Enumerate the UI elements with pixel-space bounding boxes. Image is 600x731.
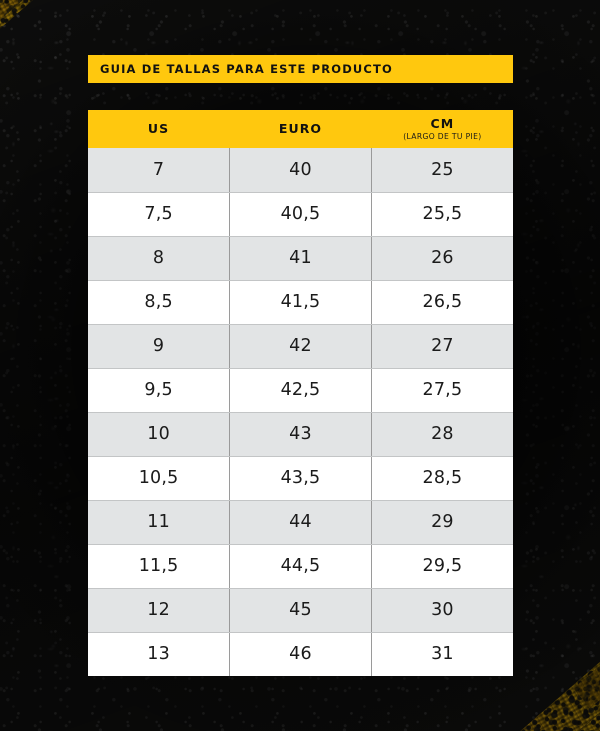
cell-cm: 25,5 — [371, 192, 513, 237]
cell-cm: 26 — [371, 236, 513, 281]
table-row: 7 40 25 — [88, 148, 513, 193]
cell-us: 11 — [88, 500, 231, 545]
cell-cm: 31 — [371, 632, 513, 676]
cell-us: 11,5 — [88, 544, 231, 589]
table-row: 11 44 29 — [88, 500, 513, 545]
size-chart-header: US EURO CM (LARGO DE TU PIE) — [88, 110, 513, 148]
column-header-cm: CM (LARGO DE TU PIE) — [371, 110, 513, 148]
table-row: 9,5 42,5 27,5 — [88, 368, 513, 413]
cell-cm: 29 — [371, 500, 513, 545]
cell-cm: 30 — [371, 588, 513, 633]
cell-euro: 41,5 — [229, 280, 372, 325]
table-row: 8 41 26 — [88, 236, 513, 281]
table-row: 10,5 43,5 28,5 — [88, 456, 513, 501]
cell-cm: 28 — [371, 412, 513, 457]
table-row: 10 43 28 — [88, 412, 513, 457]
table-row: 11,5 44,5 29,5 — [88, 544, 513, 589]
cell-euro: 43 — [229, 412, 372, 457]
cell-us: 7,5 — [88, 192, 231, 237]
column-header-euro-label: EURO — [278, 121, 323, 137]
size-chart-body: 7 40 25 7,5 40,5 25,5 8 41 26 8,5 41,5 26,5 9 42 27 9,5… — [88, 148, 513, 676]
cell-euro: 42 — [229, 324, 372, 369]
cell-cm: 25 — [371, 148, 513, 193]
cell-cm: 27 — [371, 324, 513, 369]
cell-us: 9 — [88, 324, 231, 369]
cell-cm: 29,5 — [371, 544, 513, 589]
cell-us: 9,5 — [88, 368, 231, 413]
table-row: 7,5 40,5 25,5 — [88, 192, 513, 237]
table-row: 8,5 41,5 26,5 — [88, 280, 513, 325]
table-header-row: US EURO CM (LARGO DE TU PIE) — [88, 110, 513, 148]
cell-us: 10 — [88, 412, 231, 457]
cell-euro: 44 — [229, 500, 372, 545]
cell-us: 7 — [88, 148, 231, 193]
cell-euro: 43,5 — [229, 456, 372, 501]
cell-us: 8,5 — [88, 280, 231, 325]
cell-us: 13 — [88, 632, 231, 676]
size-guide-title-banner: GUIA DE TALLAS PARA ESTE PRODUCTO — [88, 55, 513, 83]
cell-euro: 42,5 — [229, 368, 372, 413]
column-header-cm-label: CM — [430, 116, 455, 132]
cell-cm: 28,5 — [371, 456, 513, 501]
size-guide-card: GUIA DE TALLAS PARA ESTE PRODUCTO US EUR… — [88, 55, 513, 676]
table-row: 13 46 31 — [88, 632, 513, 676]
cell-cm: 27,5 — [371, 368, 513, 413]
cell-euro: 40,5 — [229, 192, 372, 237]
cell-us: 8 — [88, 236, 231, 281]
cell-euro: 46 — [229, 632, 372, 676]
column-header-us: US — [88, 110, 231, 148]
column-header-cm-sublabel: (LARGO DE TU PIE) — [403, 131, 482, 141]
table-row: 9 42 27 — [88, 324, 513, 369]
table-row: 12 45 30 — [88, 588, 513, 633]
banner-table-gap — [88, 83, 513, 110]
cell-euro: 45 — [229, 588, 372, 633]
cell-us: 10,5 — [88, 456, 231, 501]
column-header-euro: EURO — [229, 110, 372, 148]
column-header-us-label: US — [147, 121, 170, 137]
cell-euro: 40 — [229, 148, 372, 193]
cell-euro: 41 — [229, 236, 372, 281]
cell-us: 12 — [88, 588, 231, 633]
size-chart-table: US EURO CM (LARGO DE TU PIE) 7 40 25 7,5 40,… — [88, 110, 513, 676]
cell-cm: 26,5 — [371, 280, 513, 325]
cell-euro: 44,5 — [229, 544, 372, 589]
page-title: GUIA DE TALLAS PARA ESTE PRODUCTO — [100, 62, 393, 76]
